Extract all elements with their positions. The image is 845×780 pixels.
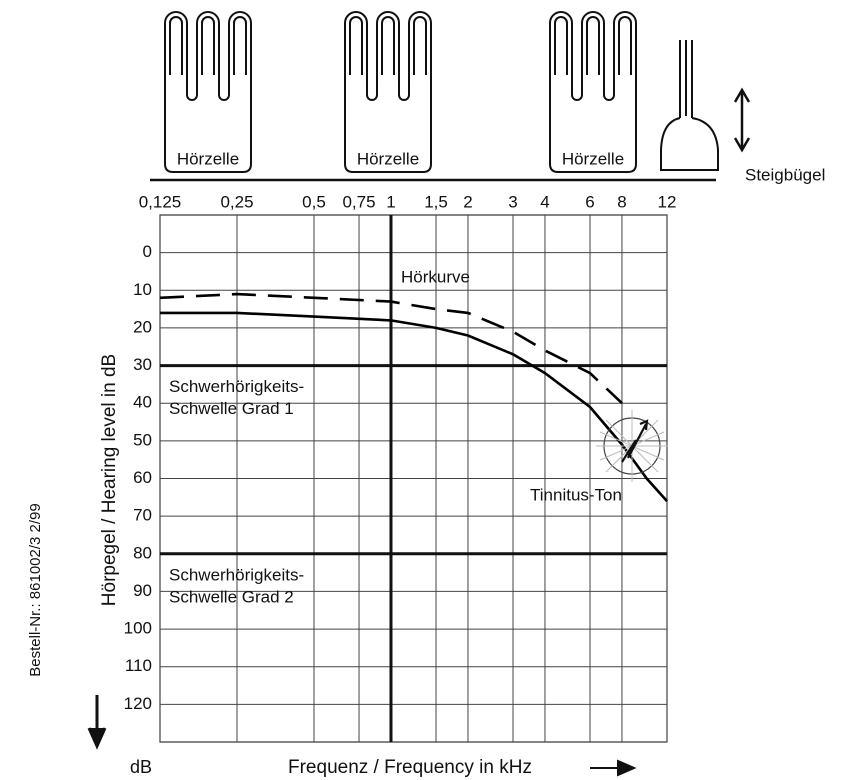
hair-cell-inner — [554, 16, 568, 75]
y-tick-label: 10 — [133, 280, 152, 299]
x-axis-arrow — [590, 759, 637, 777]
y-tick-label: 100 — [124, 619, 152, 638]
hair-cell-inner — [201, 16, 215, 75]
x-tick-label: 2 — [463, 192, 472, 211]
stapes — [660, 40, 719, 171]
x-tick-label: 0,125 — [139, 192, 182, 211]
y-tick-label: 40 — [133, 393, 152, 412]
y-axis-label: Hörpegel / Hearing level in dB — [99, 354, 120, 606]
hair-cell — [164, 11, 252, 173]
threshold-label: Schwerhörigkeits- — [169, 377, 304, 396]
annotation: Hörkurve — [401, 267, 470, 286]
tinnitus-symbol — [596, 410, 668, 482]
x-tick-label: 0,5 — [302, 192, 326, 211]
y-unit: dB — [130, 757, 152, 777]
threshold-label: Schwelle Grad 2 — [169, 587, 294, 606]
y-axis-arrow — [87, 695, 107, 750]
stapes-arrow — [733, 87, 751, 153]
threshold-label: Schwerhörigkeits- — [169, 565, 304, 584]
y-tick-label: 90 — [133, 581, 152, 600]
x-tick-label: 1 — [386, 192, 395, 211]
x-tick-label: 0,75 — [342, 192, 375, 211]
hair-cell — [344, 11, 432, 173]
x-tick-label: 6 — [585, 192, 594, 211]
y-tick-label: 80 — [133, 543, 152, 562]
hair-cell-inner — [169, 16, 183, 75]
cell-label: Hörzelle — [177, 149, 239, 168]
y-tick-label: 0 — [143, 242, 152, 261]
plot: 0,125 0,25 0,5 0,75 1 1,5 2 3 4 6 8 120102030405060… — [124, 192, 677, 743]
hair-cell-inner — [233, 16, 247, 75]
threshold-label: Schwelle Grad 1 — [169, 399, 294, 418]
y-tick-label: 30 — [133, 355, 152, 374]
hair-cell-inner — [586, 16, 600, 75]
hair-cell-inner — [413, 16, 427, 75]
x-tick-label: 0,25 — [220, 192, 253, 211]
footer: Bestell-Nr.: 861002/3 2/99 — [27, 503, 44, 676]
annotation: Tinnitus-Ton — [530, 485, 622, 504]
x-tick-label: 1,5 — [424, 192, 448, 211]
hair-cell-inner — [381, 16, 395, 75]
hair-cell-inner — [618, 16, 632, 75]
stapes-label: Steigbügel — [745, 165, 825, 184]
hair-cell-inner — [349, 16, 363, 75]
cell-label: Hörzelle — [357, 149, 419, 168]
tinnitus-arrow — [621, 419, 649, 463]
x-axis-label: Frequenz / Frequency in kHz — [288, 757, 532, 778]
y-tick-label: 70 — [133, 506, 152, 525]
curve — [159, 292, 623, 405]
x-tick-label: 8 — [617, 192, 626, 211]
y-tick-label: 110 — [125, 656, 152, 675]
x-tick-label: 12 — [658, 192, 677, 211]
y-tick-label: 60 — [133, 468, 152, 487]
illustration: Hörzelle Hörzelle Hörzelle Steigbügel — [150, 11, 825, 184]
hair-cell — [549, 11, 637, 173]
x-tick-label: 4 — [540, 192, 549, 211]
x-tick-label: 3 — [508, 192, 517, 211]
curve — [160, 311, 668, 502]
y-tick-label: 50 — [133, 430, 152, 449]
cell-label: Hörzelle — [562, 149, 624, 168]
y-tick-label: 20 — [133, 317, 152, 336]
y-tick-label: 120 — [124, 694, 152, 713]
